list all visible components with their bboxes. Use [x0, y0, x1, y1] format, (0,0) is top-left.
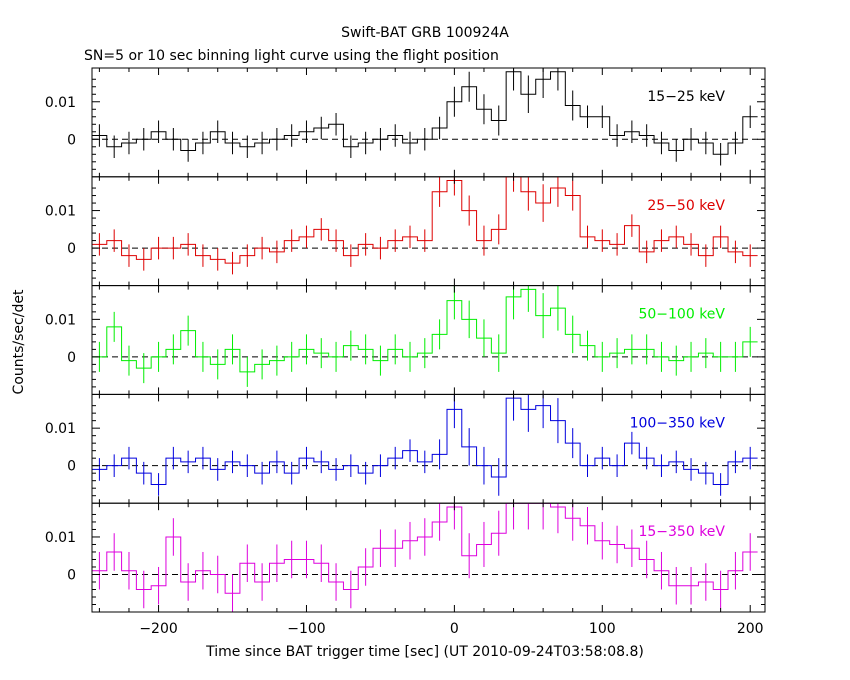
series-line [92, 503, 758, 594]
series-line [92, 176, 758, 264]
series-group [92, 503, 758, 612]
y-tick-label: 0.01 [45, 530, 76, 546]
panel: 0 0.01 15−350 keV [45, 502, 766, 613]
chart-title: Swift-BAT GRB 100924A [341, 25, 509, 41]
x-tick-label: −100 [287, 621, 325, 637]
y-tick-label: 0 [67, 350, 76, 366]
series-group [92, 68, 758, 166]
series-label: 15−25 keV [647, 89, 725, 105]
series-label: 25−50 keV [647, 198, 725, 214]
y-tick-label: 0.01 [45, 95, 76, 111]
series-group [92, 285, 758, 387]
panel: 0 0.01 25−50 keV [45, 176, 766, 287]
panel-frame [91, 176, 766, 287]
panel: 0 0.01 50−100 keV [45, 285, 766, 395]
y-tick-label: 0.01 [45, 312, 76, 328]
y-tick-label: 0 [67, 459, 76, 475]
y-tick-label: 0 [67, 567, 76, 583]
panel: 0 0.01 100−350 keV [45, 393, 766, 504]
series-line [92, 71, 758, 155]
y-tick-label: 0.01 [45, 421, 76, 437]
panel-frame [91, 285, 766, 395]
x-axis-label: Time since BAT trigger time [sec] (UT 20… [205, 644, 644, 660]
series-label: 15−350 keV [638, 524, 725, 540]
x-tick-label: 200 [737, 621, 764, 637]
x-tick-label: −200 [139, 621, 177, 637]
panel-frame [91, 67, 766, 178]
series-group [92, 176, 758, 275]
x-tick-label: 0 [450, 621, 459, 637]
y-axis-label: Counts/sec/det [11, 289, 27, 394]
panel: 0 0.01 15−25 keV [45, 67, 766, 178]
x-tick-labels: −200 −100 0 100 200 [139, 621, 763, 637]
panels: 0 0.01 15−25 keV 0 0.01 25−50 keV 0 0.01 50−100 … [45, 67, 766, 613]
chart-subtitle: SN=5 or 10 sec binning light curve using… [84, 48, 499, 64]
series-group [92, 394, 758, 496]
panel-frame [91, 502, 766, 613]
series-label: 50−100 keV [638, 307, 725, 323]
x-tick-label: 100 [589, 621, 616, 637]
y-tick-label: 0 [67, 241, 76, 257]
panel-frame [91, 393, 766, 504]
series-label: 100−350 keV [630, 415, 726, 431]
y-tick-label: 0.01 [45, 204, 76, 220]
y-tick-label: 0 [67, 132, 76, 148]
